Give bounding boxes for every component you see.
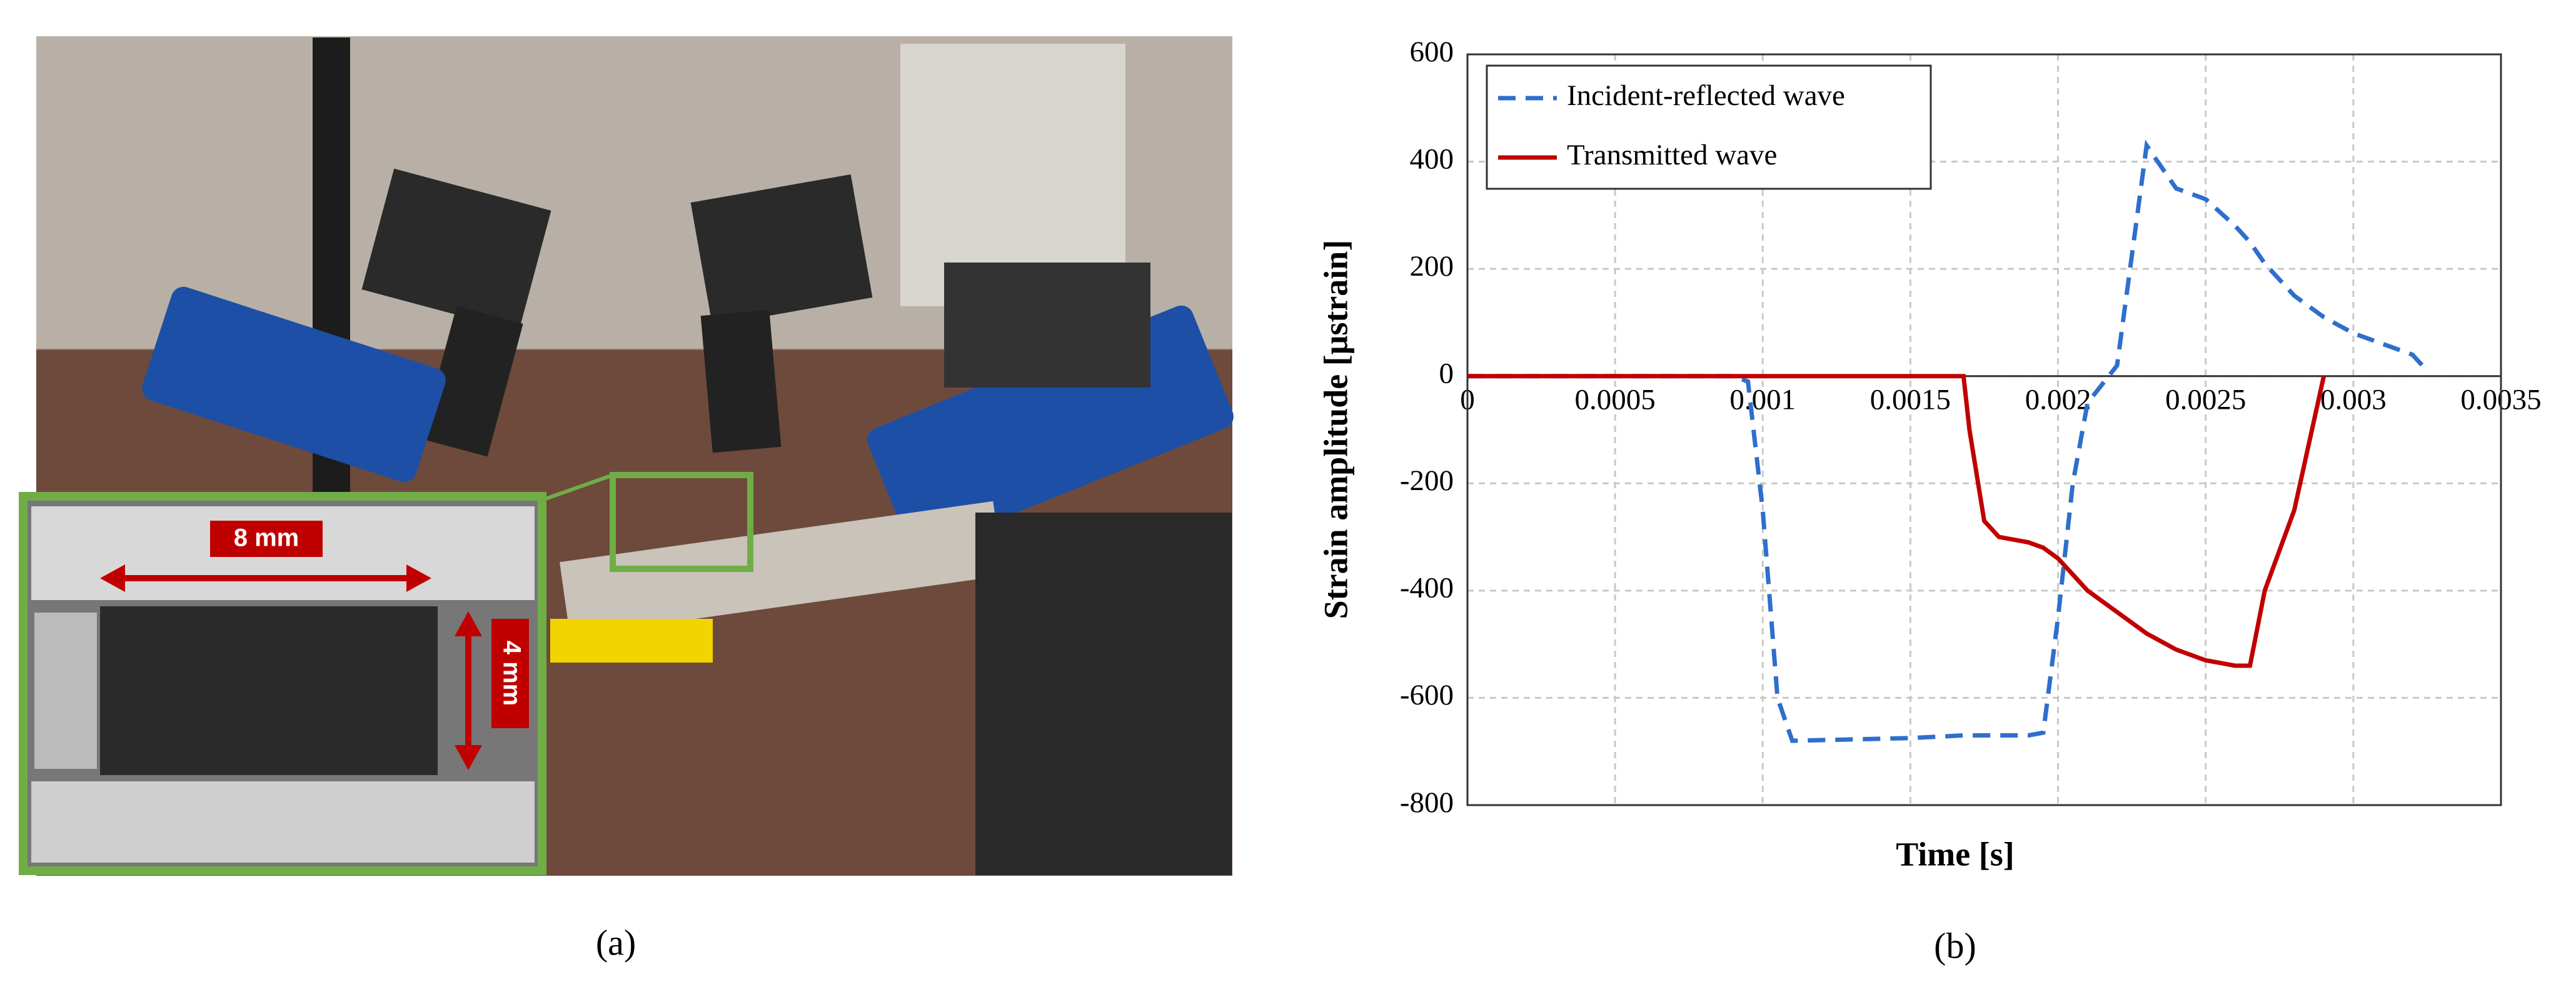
x-tick-label: 0.001 (1729, 383, 1796, 416)
y-tick-label: 600 (1410, 36, 1454, 68)
photo-highlight (610, 472, 753, 572)
photo-connector (541, 473, 614, 502)
legend-label: Transmitted wave (1567, 139, 1777, 171)
inset-specimen (100, 606, 438, 775)
legend (1486, 64, 1932, 190)
photo-cart (975, 513, 1232, 875)
inset-anvil (31, 781, 535, 863)
plot-frame (1466, 53, 2502, 806)
scale-label: 4 mm (498, 641, 525, 706)
x-tick-label: 0.0025 (2165, 383, 2246, 416)
photo: 8 mm 4 mm (19, 36, 1234, 876)
scale-label: 8 mm (234, 524, 299, 552)
photo-camera (361, 168, 551, 332)
photo-lens (700, 309, 782, 453)
scale-label-box (491, 619, 529, 728)
y-tick-label: 200 (1410, 250, 1454, 283)
y-tick-label: 400 (1410, 143, 1454, 175)
legend-label: Incident-reflected wave (1567, 79, 1845, 112)
y-tick-label: -600 (1400, 679, 1454, 711)
y-axis-label: Strain amplitude [μstrain] (1317, 240, 1354, 619)
series-line (1467, 139, 2429, 743)
x-tick-label: 0.0005 (1575, 383, 1656, 416)
photo-camera (690, 174, 873, 326)
y-tick-label: -800 (1400, 786, 1454, 819)
y-tick-label: -200 (1400, 464, 1454, 497)
photo-clamp (550, 619, 713, 663)
x-tick-label: 0.003 (2320, 383, 2387, 416)
photo-bar (560, 501, 1004, 637)
x-axis-label: Time [s] (1896, 835, 2014, 873)
photo-lamp (142, 286, 446, 483)
panel-label: (a) (596, 922, 636, 963)
panel-label: (b) (1934, 925, 1976, 966)
series-line (1467, 374, 2327, 668)
y-tick-label: 0 (1439, 357, 1454, 389)
x-tick-label: 0.0015 (1870, 383, 1951, 416)
photo-laptop (944, 263, 1150, 388)
inset-bar (34, 613, 97, 769)
y-tick-label: -400 (1400, 572, 1454, 604)
scale-label-box (210, 521, 323, 557)
x-tick-label: 0.002 (2025, 383, 2091, 416)
